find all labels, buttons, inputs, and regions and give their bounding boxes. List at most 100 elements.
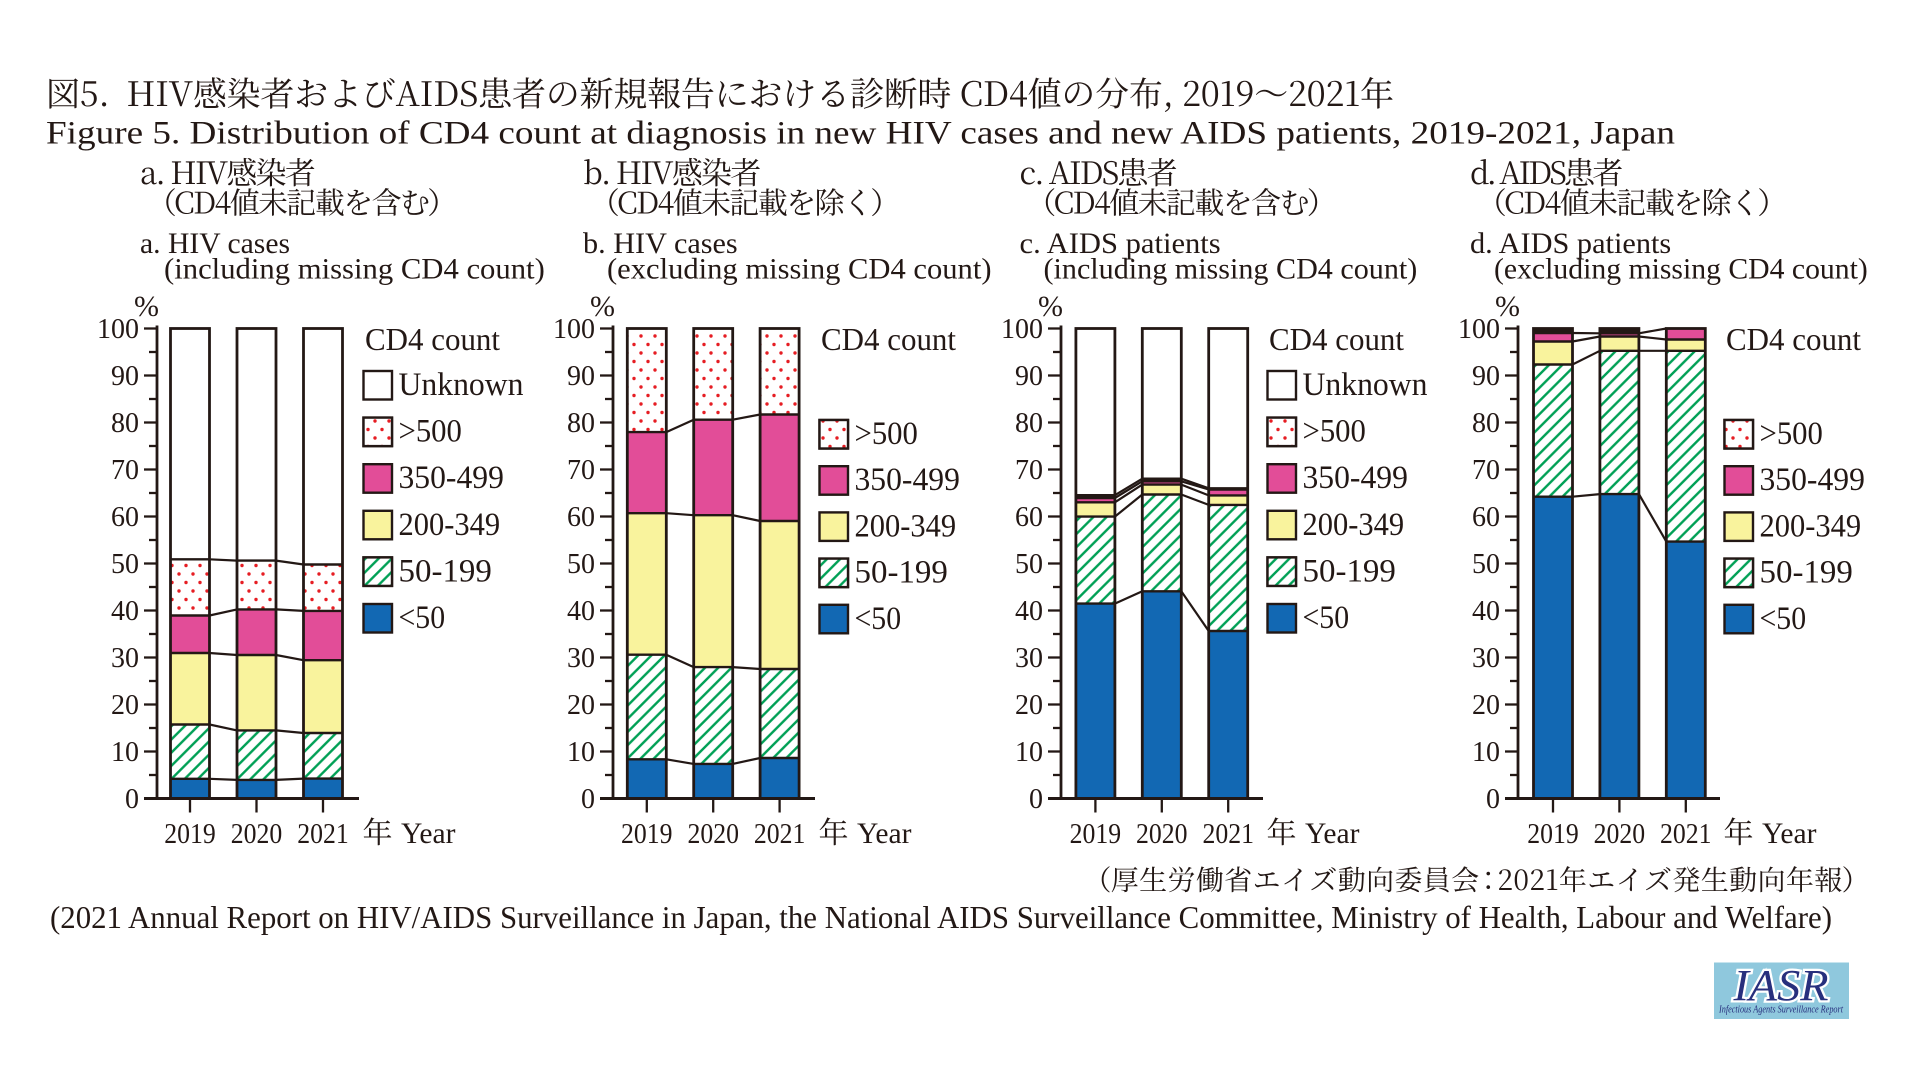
svg-text:Unknown: Unknown	[1303, 367, 1428, 403]
svg-text:2019: 2019	[1070, 818, 1122, 850]
svg-text:90: 90	[111, 361, 139, 392]
svg-text:80: 80	[1472, 408, 1500, 439]
svg-text:50: 50	[1015, 549, 1043, 580]
svg-text:200-349: 200-349	[855, 508, 957, 544]
svg-text:2020: 2020	[687, 818, 739, 850]
svg-text:200-349: 200-349	[399, 507, 501, 543]
svg-text:>500: >500	[399, 414, 462, 450]
svg-text:200-349: 200-349	[1760, 508, 1862, 544]
svg-text:30: 30	[1015, 643, 1043, 674]
svg-text:100: 100	[1001, 314, 1043, 345]
svg-text:2020: 2020	[231, 818, 283, 850]
svg-text:50: 50	[567, 549, 595, 580]
svg-text:20: 20	[567, 690, 595, 721]
svg-text:(including missing CD4 count): (including missing CD4 count)	[164, 253, 545, 286]
svg-text:50-199: 50-199	[855, 555, 948, 591]
svg-text:350-499: 350-499	[1760, 462, 1865, 498]
svg-text:<50: <50	[1303, 600, 1350, 636]
svg-text:>500: >500	[855, 416, 918, 452]
svg-text:0: 0	[125, 784, 139, 815]
svg-text:200-349: 200-349	[1303, 507, 1405, 543]
svg-text:(excluding missing CD4 count): (excluding missing CD4 count)	[607, 253, 992, 286]
svg-text:(including missing CD4 count): (including missing CD4 count)	[1044, 253, 1418, 286]
svg-text:100: 100	[1458, 314, 1500, 345]
svg-text:100: 100	[97, 314, 139, 345]
svg-text:70: 70	[1472, 455, 1500, 486]
svg-text:2020: 2020	[1136, 818, 1188, 850]
svg-text:CD4 count: CD4 count	[821, 321, 956, 357]
svg-text:Year: Year	[857, 817, 912, 850]
svg-text:<50: <50	[855, 601, 902, 637]
svg-text:60: 60	[1015, 502, 1043, 533]
svg-text:10: 10	[1015, 737, 1043, 768]
svg-text:2019: 2019	[621, 818, 673, 850]
svg-text:Unknown: Unknown	[399, 367, 524, 403]
svg-text:IASR: IASR	[1732, 961, 1828, 1010]
svg-text:2021: 2021	[754, 818, 806, 850]
svg-text:10: 10	[1472, 737, 1500, 768]
svg-text:10: 10	[111, 737, 139, 768]
svg-text:%: %	[590, 290, 615, 323]
svg-text:70: 70	[111, 455, 139, 486]
svg-text:%: %	[134, 290, 159, 323]
svg-text:60: 60	[111, 502, 139, 533]
svg-text:80: 80	[111, 408, 139, 439]
svg-text:Figure 5. Distribution of CD4: Figure 5. Distribution of CD4 count at d…	[46, 116, 1675, 152]
svg-text:350-499: 350-499	[1303, 460, 1408, 496]
svg-text:c. AIDS patients: c. AIDS patients	[1020, 227, 1221, 260]
svg-text:40: 40	[1015, 596, 1043, 627]
svg-text:40: 40	[111, 596, 139, 627]
svg-text:(2021 Annual Report on HIV/AID: (2021 Annual Report on HIV/AIDS Surveill…	[50, 900, 1832, 935]
svg-text:20: 20	[1015, 690, 1043, 721]
svg-text:60: 60	[567, 502, 595, 533]
svg-text:0: 0	[581, 784, 595, 815]
svg-text:100: 100	[553, 314, 595, 345]
svg-text:<50: <50	[1760, 601, 1807, 637]
svg-text:90: 90	[567, 361, 595, 392]
svg-text:a. HIV cases: a. HIV cases	[140, 227, 290, 260]
svg-text:%: %	[1495, 290, 1520, 323]
svg-text:2021: 2021	[1660, 818, 1712, 850]
svg-text:50: 50	[111, 549, 139, 580]
svg-text:20: 20	[1472, 690, 1500, 721]
svg-text:0: 0	[1029, 784, 1043, 815]
svg-text:0: 0	[1486, 784, 1500, 815]
svg-text:70: 70	[1015, 455, 1043, 486]
svg-text:2020: 2020	[1594, 818, 1646, 850]
svg-text:80: 80	[1015, 408, 1043, 439]
svg-text:(excluding missing CD4 count): (excluding missing CD4 count)	[1494, 253, 1868, 286]
svg-text:CD4 count: CD4 count	[1269, 321, 1404, 357]
svg-text:80: 80	[567, 408, 595, 439]
svg-text:Year: Year	[1305, 817, 1360, 850]
svg-text:>500: >500	[1760, 416, 1823, 452]
svg-text:30: 30	[1472, 643, 1500, 674]
svg-text:50: 50	[1472, 549, 1500, 580]
svg-text:40: 40	[1472, 596, 1500, 627]
svg-text:CD4 count: CD4 count	[1726, 321, 1861, 357]
svg-text:Year: Year	[401, 817, 456, 850]
svg-text:2021: 2021	[1202, 818, 1254, 850]
svg-text:50-199: 50-199	[1760, 555, 1853, 591]
svg-text:>500: >500	[1303, 414, 1366, 450]
svg-text:70: 70	[567, 455, 595, 486]
svg-text:b. HIV cases: b. HIV cases	[583, 227, 738, 260]
svg-text:%: %	[1038, 290, 1063, 323]
svg-text:60: 60	[1472, 502, 1500, 533]
svg-text:IASR: IASR	[1732, 961, 1828, 1010]
svg-text:350-499: 350-499	[399, 460, 504, 496]
svg-text:50-199: 50-199	[399, 553, 492, 589]
svg-text:2019: 2019	[164, 818, 216, 850]
svg-text:d. AIDS patients: d. AIDS patients	[1470, 227, 1671, 260]
svg-text:10: 10	[567, 737, 595, 768]
svg-text:50-199: 50-199	[1303, 553, 1396, 589]
svg-text:90: 90	[1472, 361, 1500, 392]
svg-text:<50: <50	[399, 600, 446, 636]
svg-text:Year: Year	[1762, 817, 1817, 850]
svg-text:Infectious Agents Surveillance: Infectious Agents Surveillance Report	[1718, 1005, 1843, 1016]
svg-text:30: 30	[111, 643, 139, 674]
svg-text:2021: 2021	[297, 818, 349, 850]
svg-text:20: 20	[111, 690, 139, 721]
svg-text:CD4 count: CD4 count	[365, 321, 500, 357]
svg-text:350-499: 350-499	[855, 462, 960, 498]
svg-text:30: 30	[567, 643, 595, 674]
